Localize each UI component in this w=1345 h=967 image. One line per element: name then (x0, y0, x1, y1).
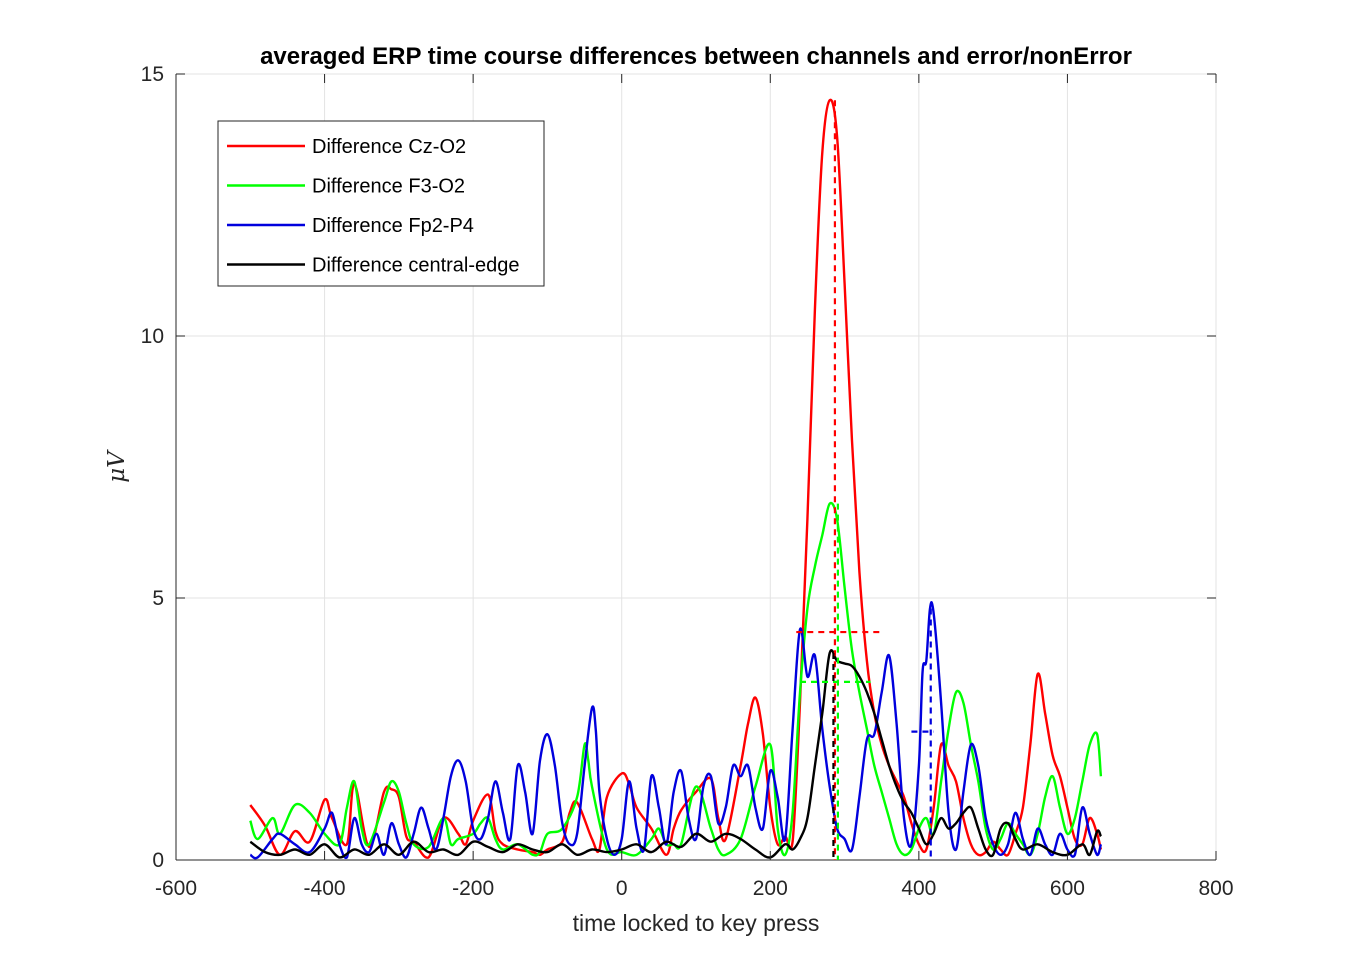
y-tick-label: 10 (141, 325, 164, 348)
y-tick-label: 0 (152, 849, 164, 872)
ticks-layer: -600 -400 -200 0 200 400 600 800 0 5 10 15 (141, 63, 1234, 900)
axes-layer (175, 74, 1216, 861)
legend-label-2: Difference F3-O2 (312, 176, 465, 198)
x-tick-label: 200 (753, 877, 788, 900)
x-tick-label: 400 (901, 877, 936, 900)
y-axis-label: μV (104, 449, 130, 483)
y-tick-label: 15 (141, 63, 164, 86)
legend-label-3: Difference Fp2-P4 (312, 215, 474, 237)
x-tick-label: -600 (155, 877, 197, 900)
series-line-2 (249, 501, 1103, 857)
chart-title: averaged ERP time course differences bet… (260, 43, 1132, 70)
annotation-layer (796, 100, 934, 860)
legend-label-1: Difference Cz-O2 (312, 136, 466, 158)
x-axis-label: time locked to key press (573, 910, 820, 936)
legend-label-4: Difference central-edge (312, 255, 520, 277)
y-tick-label: 5 (152, 587, 164, 610)
series-line-4 (249, 649, 1102, 859)
legend-items: Difference Cz-O2 Difference F3-O2 Differen… (227, 136, 520, 277)
x-tick-label: -200 (452, 877, 494, 900)
x-tick-label: -400 (304, 877, 346, 900)
legend-box (217, 120, 545, 287)
series-layer (249, 98, 1103, 860)
x-tick-label: 0 (616, 877, 628, 900)
x-tick-label: 600 (1050, 877, 1085, 900)
legend: Difference Cz-O2 Difference F3-O2 Differen… (217, 120, 545, 287)
x-tick-label: 800 (1198, 877, 1233, 900)
